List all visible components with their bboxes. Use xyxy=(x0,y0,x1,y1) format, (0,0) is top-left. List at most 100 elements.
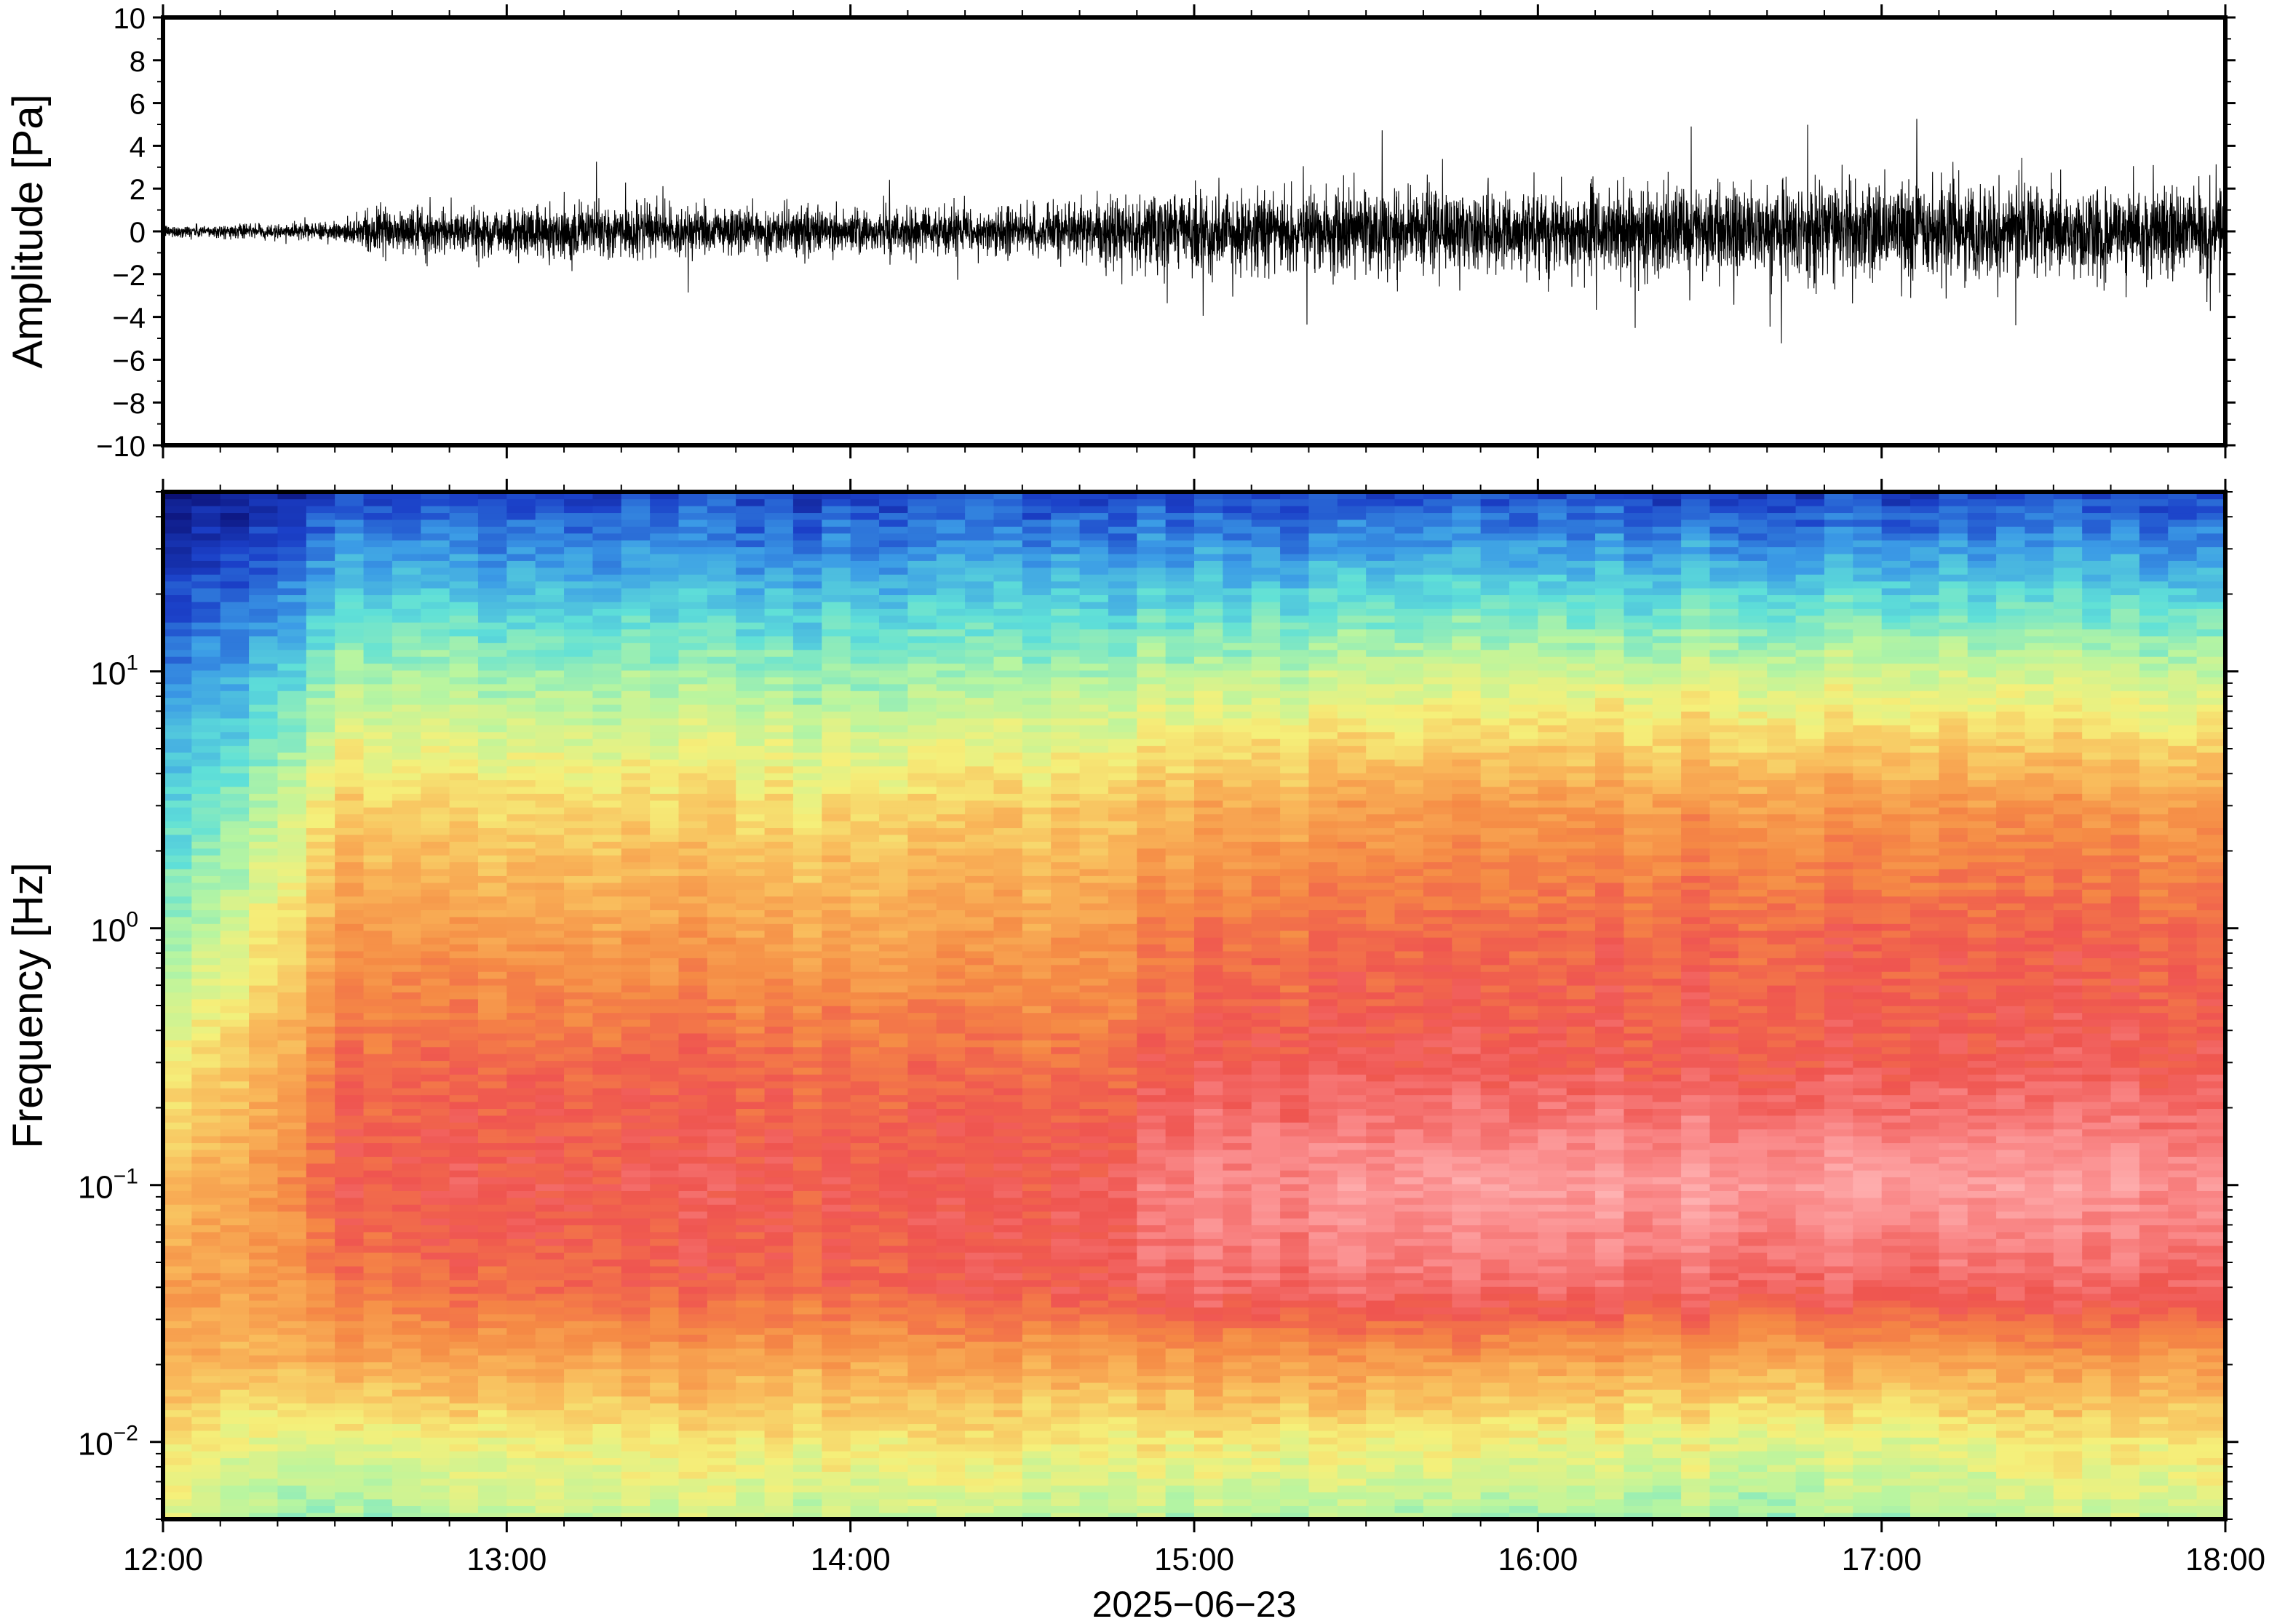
spectrogram-cell xyxy=(993,621,1023,630)
spectrogram-cell xyxy=(678,526,708,534)
spectrogram-cell xyxy=(449,656,479,664)
spectrogram-cell xyxy=(249,1368,279,1377)
spectrogram-cell xyxy=(850,1006,880,1014)
spectrogram-cell xyxy=(506,697,536,705)
spectrogram-cell xyxy=(163,1156,193,1164)
spectrogram-cell xyxy=(191,498,221,506)
spectrogram-cell xyxy=(650,1471,680,1479)
spectrogram-cell xyxy=(936,1101,966,1109)
spectrogram-cell xyxy=(277,950,307,958)
spectrogram-cell xyxy=(1022,1416,1052,1425)
spectrogram-cell xyxy=(220,1169,250,1178)
spectrogram-cell xyxy=(993,786,1023,794)
spectrogram-cell xyxy=(535,1313,565,1321)
spectrogram-cell xyxy=(506,1067,536,1075)
spectrogram-cell xyxy=(220,1299,250,1307)
spectrogram-cell xyxy=(650,854,680,863)
spectrogram-cell xyxy=(1051,964,1081,972)
spectrogram-cell xyxy=(1022,923,1052,931)
spectrogram-cell xyxy=(822,1327,851,1335)
spectrogram-cell xyxy=(449,621,479,630)
spectrogram-cell xyxy=(1051,1101,1081,1109)
spectrogram-cell xyxy=(879,1245,909,1253)
spectrogram-cell xyxy=(163,1327,193,1335)
spectrogram-cell xyxy=(392,1423,422,1431)
spectrogram-cell xyxy=(163,533,193,541)
spectrogram-cell xyxy=(1022,827,1052,835)
spectrogram-cell xyxy=(163,725,193,733)
spectrogram-cell xyxy=(1051,573,1081,582)
spectrogram-cell xyxy=(1051,765,1081,773)
spectrogram-cell xyxy=(335,964,365,972)
spectrogram-cell xyxy=(850,1471,880,1479)
spectrogram-cell xyxy=(707,1498,737,1506)
spectrogram-cell xyxy=(792,1080,823,1088)
spectrogram-cell xyxy=(220,1341,250,1349)
spectrogram-cell xyxy=(850,834,880,842)
spectrogram-cell xyxy=(621,1430,651,1438)
spectrogram-cell xyxy=(850,882,880,890)
spectrogram-cell xyxy=(993,848,1023,856)
spectrogram-cell xyxy=(993,958,1023,966)
spectrogram-cell xyxy=(506,1396,536,1404)
spectrogram-cell xyxy=(736,902,766,911)
spectrogram-cell xyxy=(678,1279,708,1287)
spectrogram-cell xyxy=(736,663,766,671)
spectrogram-cell xyxy=(363,1211,393,1219)
spectrogram-cell xyxy=(736,958,766,966)
spectrogram-cell xyxy=(564,1259,594,1267)
spectrogram-cell xyxy=(449,1273,479,1281)
spectrogram-cell xyxy=(277,1416,307,1425)
spectrogram-cell xyxy=(822,759,851,767)
spectrogram-cell xyxy=(392,1046,422,1054)
spectrogram-cell xyxy=(850,1177,880,1185)
spectrogram-cell xyxy=(220,573,250,582)
spectrogram-cell xyxy=(277,1321,307,1329)
spectrogram-cell xyxy=(678,1190,708,1198)
spectrogram-cell xyxy=(993,909,1023,918)
spectrogram-cell xyxy=(421,1074,450,1082)
spectrogram-cell xyxy=(965,1402,995,1411)
spectrogram-cell xyxy=(277,888,307,897)
spectrogram-cell xyxy=(449,1251,479,1260)
spectrogram-cell xyxy=(306,1396,335,1404)
spectrogram-cell xyxy=(277,1279,307,1287)
spectrogram-cell xyxy=(764,608,794,616)
spectrogram-cell xyxy=(678,1450,708,1459)
spectrogram-cell xyxy=(535,704,565,712)
spectrogram-cell xyxy=(535,1361,565,1369)
spectrogram-cell xyxy=(1022,772,1052,781)
spectrogram-cell xyxy=(764,1053,794,1062)
spectrogram-cell xyxy=(1051,533,1081,541)
spectrogram-cell xyxy=(736,1498,766,1506)
spectrogram-cell xyxy=(535,526,565,534)
spectrogram-cell xyxy=(650,1006,680,1014)
spectrogram-cell xyxy=(306,984,335,992)
spectrogram-cell xyxy=(564,1060,594,1068)
spectrogram-cell xyxy=(564,800,594,808)
spectrogram-cell xyxy=(220,1505,250,1513)
spectrogram-cell xyxy=(249,608,279,616)
spectrogram-cell xyxy=(1022,1149,1052,1157)
spectrogram-cell xyxy=(936,738,966,747)
spectrogram-cell xyxy=(363,560,393,568)
spectrogram-cell xyxy=(277,779,307,787)
spectrogram-cell xyxy=(1022,505,1052,514)
spectrogram-cell xyxy=(792,663,823,671)
spectrogram-cell xyxy=(335,1142,365,1150)
spectrogram-cell xyxy=(335,786,365,794)
spectrogram-cell xyxy=(736,1019,766,1027)
spectrogram-cell xyxy=(936,505,966,514)
spectrogram-cell xyxy=(277,1505,307,1513)
spectrogram-cell xyxy=(1051,1046,1081,1054)
spectrogram-cell xyxy=(449,601,479,609)
spectrogram-cell xyxy=(506,1094,536,1102)
spectrogram-cell xyxy=(220,820,250,829)
spectrogram-cell xyxy=(449,1368,479,1377)
spectrogram-cell xyxy=(621,793,651,801)
spectrogram-cell xyxy=(449,512,479,520)
spectrogram-cell xyxy=(822,779,851,787)
spectrogram-cell xyxy=(965,677,995,685)
spectrogram-cell xyxy=(965,875,995,883)
spectrogram-cell xyxy=(191,738,221,747)
